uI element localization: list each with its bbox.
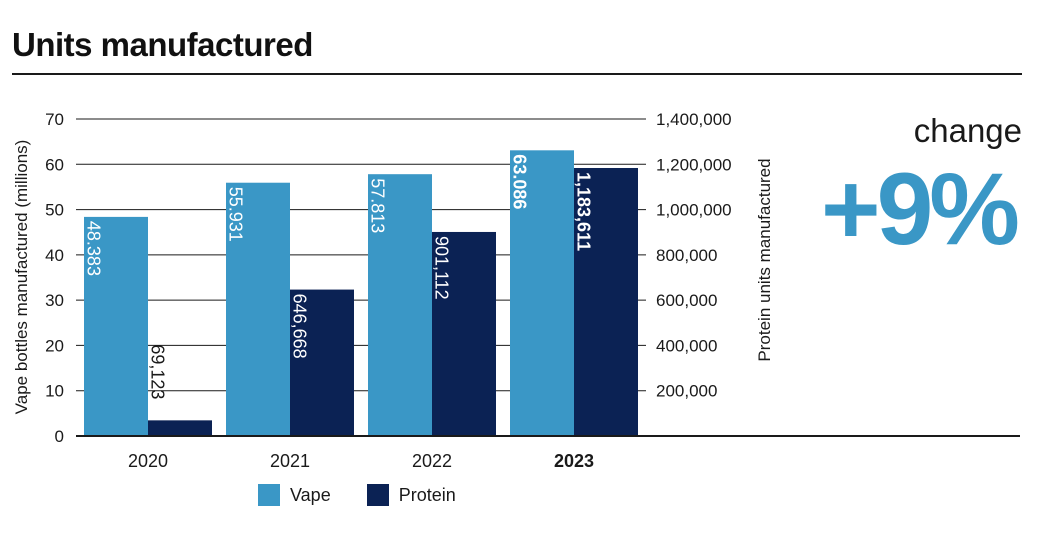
x-tick-label-2020: 2020 bbox=[128, 451, 168, 471]
x-tick-label-2022: 2022 bbox=[412, 451, 452, 471]
y-right-tick-label: 800,000 bbox=[656, 246, 717, 265]
data-label-vape-2020: 48.383 bbox=[83, 221, 103, 276]
y-right-tick-label: 600,000 bbox=[656, 291, 717, 310]
data-label-vape-2021: 55.931 bbox=[225, 187, 245, 242]
y-right-axis-label: Protein units manufactured bbox=[755, 158, 774, 361]
data-label-vape-2022: 57.813 bbox=[367, 178, 387, 233]
legend-label-protein: Protein bbox=[398, 484, 456, 505]
y-left-tick-label: 20 bbox=[45, 336, 64, 355]
y-left-axis-label: Vape bottles manufactured (millions) bbox=[12, 140, 31, 415]
data-label-protein-2023: 1,183,611 bbox=[573, 172, 593, 251]
y-left-tick-label: 40 bbox=[45, 246, 64, 265]
data-label-protein-2021: 646,668 bbox=[289, 294, 309, 359]
y-right-tick-label: 1,000,000 bbox=[656, 201, 732, 220]
legend-item-protein: Protein bbox=[366, 484, 456, 506]
y-right-tick-label: 1,200,000 bbox=[656, 155, 732, 174]
legend-label-vape: Vape bbox=[290, 484, 331, 505]
change-value: +9% bbox=[821, 152, 1020, 266]
x-tick-label-2021: 2021 bbox=[270, 451, 310, 471]
legend-swatch-vape bbox=[258, 484, 280, 506]
bar-protein-2021 bbox=[290, 289, 354, 436]
title-divider bbox=[12, 73, 1022, 75]
y-left-tick-label: 60 bbox=[45, 155, 64, 174]
change-label: change bbox=[913, 112, 1022, 149]
y-left-tick-label: 10 bbox=[45, 382, 64, 401]
y-left-tick-label: 70 bbox=[45, 110, 64, 129]
bar-protein-2020 bbox=[148, 420, 212, 436]
y-left-tick-label: 50 bbox=[45, 201, 64, 220]
y-right-tick-label: 400,000 bbox=[656, 336, 717, 355]
y-left-tick-label: 0 bbox=[55, 427, 64, 446]
legend-swatch-protein bbox=[366, 484, 389, 506]
y-left-tick-label: 30 bbox=[45, 291, 64, 310]
bar-vape-2021 bbox=[226, 182, 290, 436]
bar-vape-2020 bbox=[84, 216, 148, 436]
data-label-vape-2023: 63.086 bbox=[509, 154, 529, 209]
data-label-protein-2020: 69,123 bbox=[147, 344, 167, 399]
chart-title: Units manufactured bbox=[12, 26, 313, 63]
data-label-protein-2022: 901,112 bbox=[431, 236, 451, 300]
y-right-tick-label: 200,000 bbox=[656, 382, 717, 401]
y-right-tick-label: 1,400,000 bbox=[656, 110, 732, 129]
x-tick-label-2023: 2023 bbox=[554, 451, 594, 471]
bar-vape-2023 bbox=[510, 150, 574, 436]
bar-protein-2023 bbox=[574, 167, 638, 437]
bar-vape-2022 bbox=[368, 174, 432, 436]
chart-legend: Vape Protein bbox=[258, 484, 492, 506]
legend-item-vape: Vape bbox=[258, 484, 331, 506]
bar-protein-2022 bbox=[432, 231, 496, 436]
